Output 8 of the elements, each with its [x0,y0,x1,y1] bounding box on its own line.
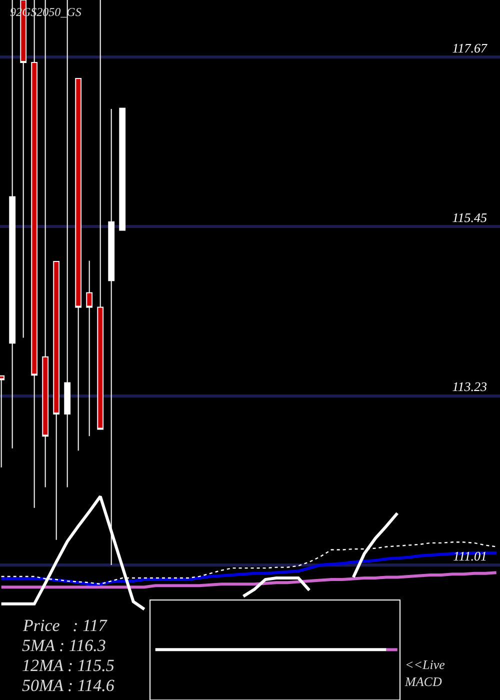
annotation: Price : 117 [22,616,108,635]
annotation: 50MA : 114.6 [22,676,115,695]
y-tick-label: 115.45 [452,210,488,225]
annotation: 5MA : 116.3 [22,636,106,655]
annotation: 12MA : 115.5 [22,656,114,675]
y-tick-label: 117.67 [452,40,488,56]
annotation: <<Live MACD [404,657,446,689]
y-tick-label: 113.23 [452,379,488,394]
